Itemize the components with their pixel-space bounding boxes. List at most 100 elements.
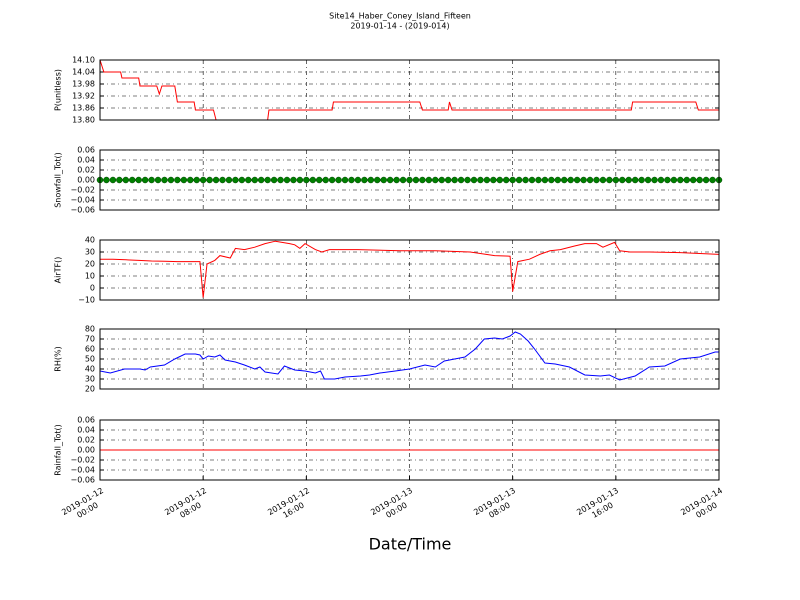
y-tick-label: 40 — [85, 236, 95, 245]
data-point — [374, 176, 381, 184]
y-tick-label: −0.02 — [70, 186, 95, 195]
data-point — [709, 176, 716, 184]
y-tick-label: 70 — [85, 335, 95, 344]
data-point — [270, 176, 278, 184]
data-point — [257, 176, 265, 184]
data-point — [599, 176, 607, 184]
data-line — [100, 240, 720, 298]
y-tick-label: −0.04 — [70, 466, 95, 475]
data-point — [348, 176, 355, 184]
data-point — [290, 176, 297, 184]
y-tick-label: 0.00 — [77, 446, 95, 455]
data-point — [212, 176, 220, 184]
data-point — [502, 176, 510, 184]
data-point — [109, 176, 117, 184]
plot-frame — [99, 59, 720, 121]
data-point — [509, 176, 516, 184]
data-point — [702, 176, 710, 184]
data-point — [586, 176, 594, 184]
plot-frame — [99, 149, 720, 211]
data-point — [122, 176, 130, 184]
data-point — [238, 176, 246, 184]
y-tick-label: 80 — [85, 325, 95, 334]
data-point — [612, 176, 620, 184]
data-point — [573, 176, 581, 184]
data-point — [664, 176, 671, 184]
data-point — [135, 176, 142, 184]
data-point — [225, 176, 233, 184]
data-point — [528, 176, 536, 184]
data-point — [180, 176, 188, 184]
data-point — [477, 176, 484, 184]
y-tick-label: 30 — [85, 248, 95, 257]
data-point — [315, 176, 323, 184]
data-point — [619, 176, 626, 184]
data-point — [412, 176, 420, 184]
data-point — [245, 176, 252, 184]
data-point — [638, 176, 645, 184]
data-point — [361, 176, 368, 184]
y-tick-label: 0 — [90, 284, 95, 293]
data-point — [187, 176, 194, 184]
data-point — [406, 176, 413, 184]
y-axis-label: P(unitless) — [54, 69, 63, 111]
x-axis-label: Date/Time — [369, 535, 452, 554]
y-axis-label: AirTF() — [54, 257, 63, 284]
data-point — [561, 176, 568, 184]
y-tick-label: 0.02 — [77, 166, 95, 175]
data-point — [625, 176, 632, 184]
data-point — [206, 176, 213, 184]
data-point — [367, 176, 375, 184]
data-point — [199, 176, 207, 184]
y-tick-label: 50 — [85, 355, 95, 364]
chart-title: Site14_Haber_Coney_Island_Fifteen — [329, 12, 471, 21]
y-tick-label: −0.04 — [70, 196, 95, 205]
plot-frame — [99, 239, 720, 301]
data-point — [438, 176, 445, 184]
y-tick-label: −0.02 — [70, 456, 95, 465]
data-point — [335, 176, 342, 184]
data-point — [670, 176, 678, 184]
data-point — [631, 176, 639, 184]
data-point — [425, 176, 433, 184]
plot-frame — [99, 328, 720, 390]
y-tick-label: 13.86 — [72, 104, 95, 113]
data-point — [419, 176, 426, 184]
data-point — [103, 176, 110, 184]
data-point — [683, 176, 691, 184]
data-point — [657, 176, 665, 184]
data-point — [696, 176, 703, 184]
data-point — [303, 176, 310, 184]
y-tick-label: 14.04 — [72, 68, 95, 77]
data-point — [116, 176, 123, 184]
data-point — [386, 176, 394, 184]
y-tick-label: 13.80 — [72, 116, 95, 125]
data-point — [251, 176, 258, 184]
y-tick-label: 0.04 — [77, 426, 95, 435]
data-point — [580, 176, 587, 184]
y-tick-label: −0.06 — [70, 206, 95, 215]
chart-subtitle: 2019-01-14 - (2019-014) — [350, 22, 449, 31]
y-tick-label: 30 — [85, 375, 95, 384]
data-point — [296, 176, 304, 184]
data-point — [148, 176, 155, 184]
y-tick-label: 40 — [85, 365, 95, 374]
y-tick-label: 0.06 — [77, 146, 95, 155]
data-point — [264, 176, 271, 184]
data-point — [380, 176, 387, 184]
data-point — [483, 176, 491, 184]
data-point — [567, 176, 574, 184]
data-point — [535, 176, 542, 184]
y-tick-label: 20 — [85, 385, 95, 394]
y-tick-label: 13.92 — [72, 92, 95, 101]
data-point — [328, 176, 336, 184]
y-axis-label: Rainfall_Tot() — [54, 424, 63, 476]
data-point — [128, 176, 136, 184]
y-axis-label: RH(%) — [54, 346, 63, 371]
data-point — [354, 176, 362, 184]
data-point — [541, 176, 549, 184]
data-point — [283, 176, 291, 184]
y-axis-label: Snowfall_Tot() — [54, 152, 63, 208]
data-point — [522, 176, 529, 184]
